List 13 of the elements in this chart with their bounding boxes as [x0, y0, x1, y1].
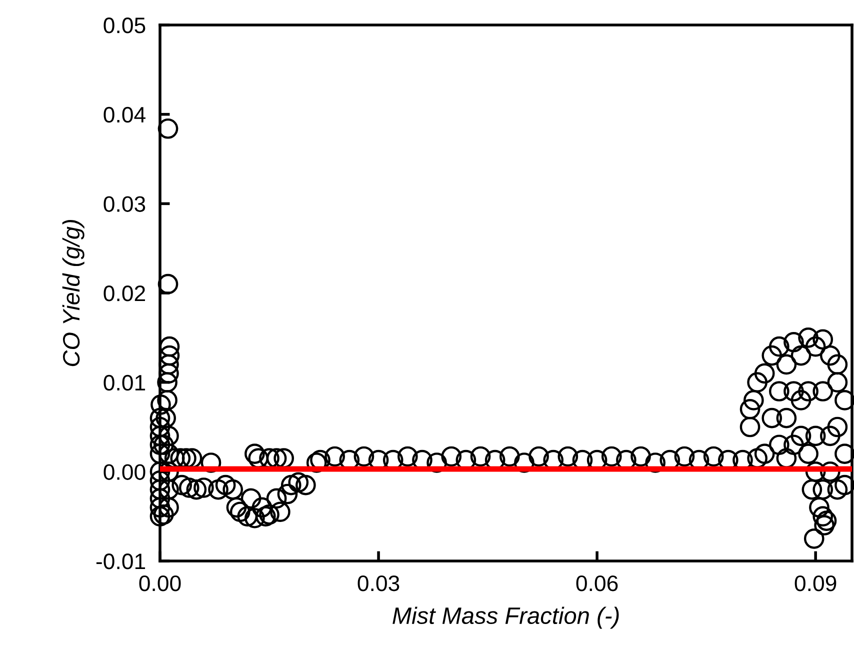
- y-tick-label: 0.04: [104, 106, 146, 123]
- y-tick-label: -0.01: [96, 554, 146, 570]
- y-tick-label: 0.01: [104, 374, 146, 391]
- y-tick-label: 0.02: [104, 286, 145, 302]
- x-tick-label: 0.09: [794, 575, 836, 592]
- y-tick-label: 0.03: [104, 196, 146, 212]
- x-tick-label: 0.06: [576, 575, 618, 592]
- y-tick-label: 0.05: [104, 18, 146, 34]
- x-tick-label: 0.03: [358, 575, 400, 592]
- x-tick-label: 0.00: [139, 575, 181, 592]
- x-axis-title: Mist Mass Fraction (-): [392, 606, 619, 629]
- y-tick-label: 0.00: [104, 464, 146, 480]
- y-axis-title: CO Yield (g/g): [62, 220, 84, 366]
